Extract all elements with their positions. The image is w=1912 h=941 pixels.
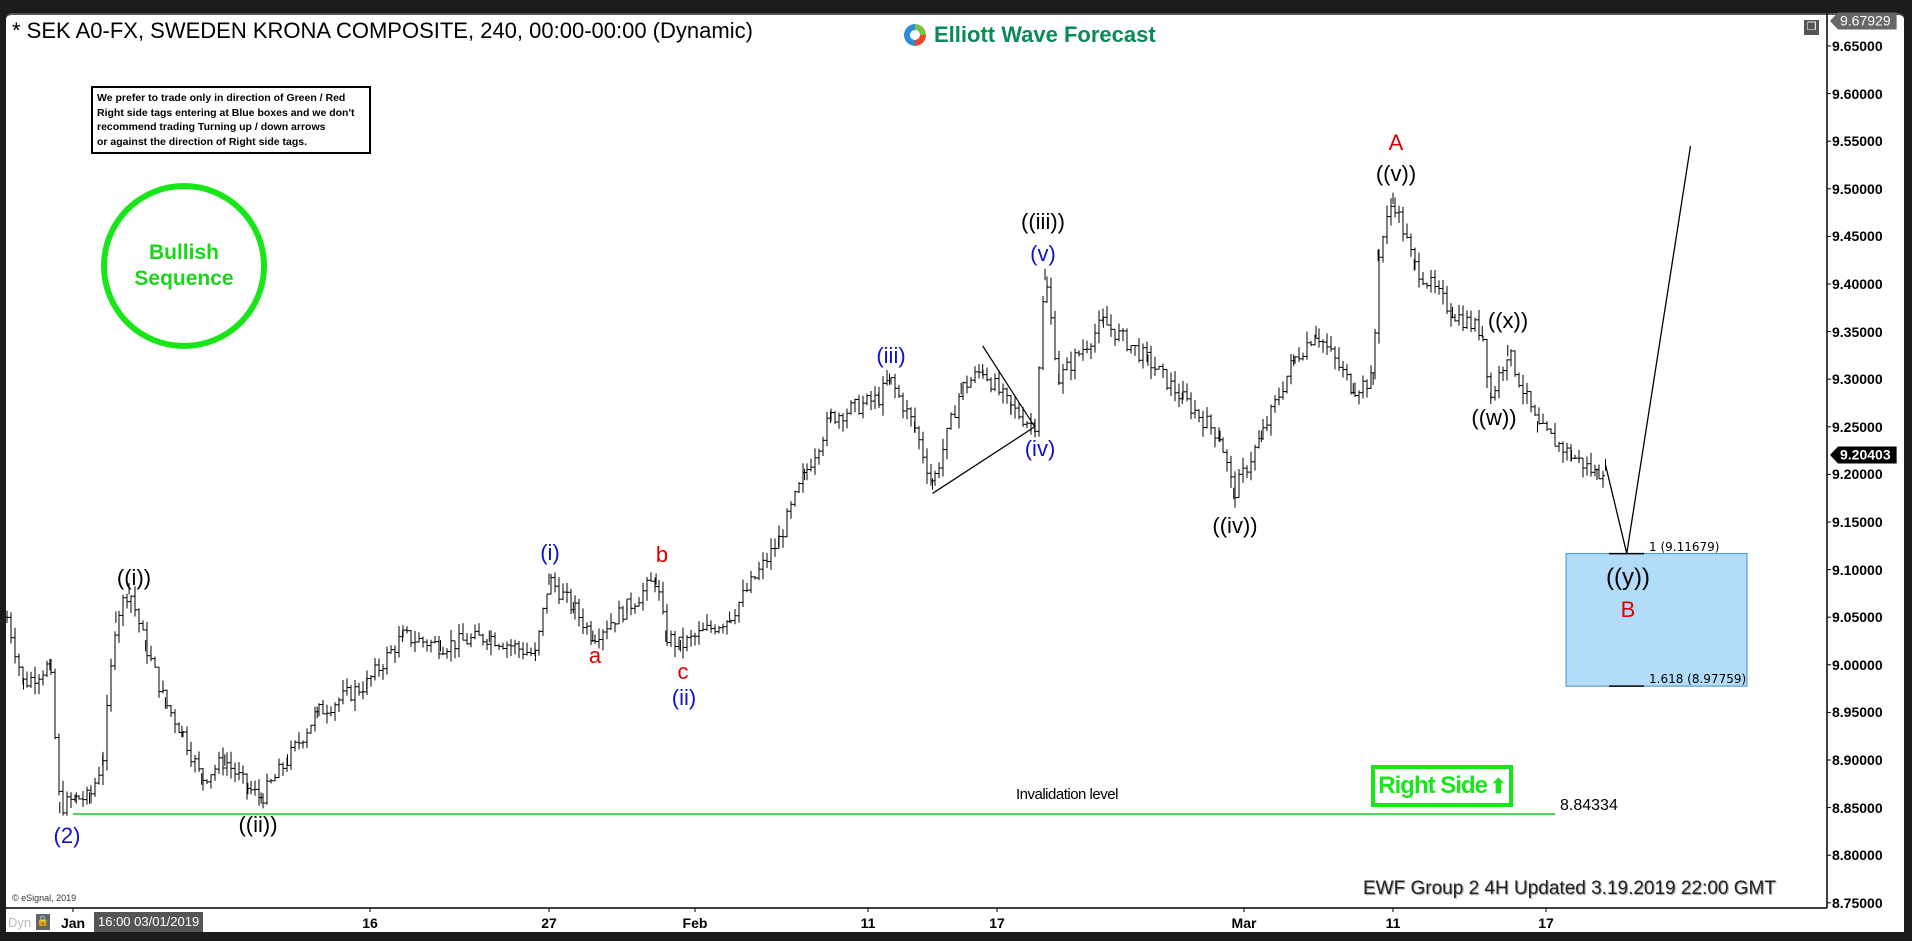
- price-tick-label: 8.85000: [1832, 799, 1883, 816]
- wave-label: ((iv)): [1212, 513, 1258, 538]
- wave-label: (iii): [876, 343, 906, 368]
- date-tick-label: 16: [362, 915, 378, 931]
- price-tick-label: 9.40000: [1832, 276, 1883, 292]
- price-tick-label: 8.95000: [1832, 704, 1883, 721]
- arrow-up-icon: ⬆: [1489, 775, 1507, 798]
- wave-label: ((v)): [1375, 161, 1417, 186]
- copyright: © eSignal, 2019: [12, 893, 77, 903]
- wave-label: ((y)): [1606, 564, 1650, 591]
- right-border: [1904, 13, 1912, 941]
- wave-label: (ii): [671, 685, 697, 710]
- invalidation-label: Invalidation level: [1016, 786, 1118, 803]
- triangle-lower-line: [932, 426, 1036, 494]
- date-tick-label: 17: [1538, 915, 1554, 931]
- price-tick-label: 9.00000: [1832, 656, 1883, 673]
- price-tick-label: 9.20000: [1832, 466, 1883, 483]
- wave-label: b: [655, 542, 669, 567]
- price-tick-label: 9.55000: [1832, 133, 1883, 150]
- target-blue-box: [1565, 553, 1748, 687]
- wave-label: ((i)): [116, 565, 152, 590]
- wave-label: (2): [53, 823, 81, 848]
- price-tick-label: 9.45000: [1832, 228, 1883, 245]
- price-tick-label: 9.25000: [1832, 418, 1883, 435]
- bottom-border: [0, 932, 1912, 941]
- price-tick-label: 9.65000: [1832, 38, 1883, 54]
- disclaimer-box: We prefer to trade only in direction of …: [91, 86, 371, 154]
- badge-line: Sequence: [134, 267, 234, 290]
- triangle-upper-line: [982, 345, 1036, 428]
- fib-top-label: 1 (9.11679): [1649, 540, 1720, 554]
- logo-icon: [904, 24, 926, 46]
- date-tick-label: 17: [989, 915, 1005, 931]
- wave-label: (iv): [1024, 436, 1056, 461]
- date-tick-label: Mar: [1231, 915, 1257, 931]
- price-tick-label: 9.35000: [1832, 323, 1883, 340]
- update-footer: EWF Group 2 4H Updated 3.19.2019 22:00 G…: [1363, 878, 1776, 899]
- wave-label: (i): [540, 540, 560, 565]
- invalidation-value: 8.84334: [1560, 797, 1618, 814]
- top-price-tag: 9.67929: [1830, 12, 1897, 30]
- wave-label: c: [677, 659, 689, 684]
- price-tick-label: 8.90000: [1832, 752, 1883, 768]
- right-side-label: Right Side: [1378, 772, 1488, 799]
- disclaimer-line: recommend trading Turning up / down arro…: [97, 121, 326, 133]
- wave-label: ((ii)): [238, 812, 278, 837]
- price-tick-label: 9.30000: [1832, 371, 1883, 388]
- date-tick-label: Jan: [60, 915, 86, 931]
- price-tick-label: 9.10000: [1832, 561, 1883, 578]
- bullish-sequence-badge: Bullish Sequence: [101, 183, 267, 349]
- fib-bottom-label: 1.618 (8.97759): [1649, 672, 1747, 686]
- right-side-tag: Right Side ⬆: [1371, 765, 1513, 807]
- cursor-time-readout: 16:00 03/01/2019: [94, 912, 204, 932]
- wave-label: A: [1388, 130, 1404, 155]
- dyn-mode-label[interactable]: Dyn: [8, 915, 32, 930]
- wave-label: (v): [1030, 241, 1056, 266]
- price-tick-label: 9.60000: [1832, 85, 1883, 102]
- last-price-tag: 9.20403: [1830, 446, 1897, 464]
- disclaimer-line: or against the direction of Right side t…: [97, 135, 308, 148]
- lock-icon[interactable]: 🔒: [36, 914, 50, 930]
- badge-line: Bullish: [148, 241, 219, 264]
- price-tick-label: 9.50000: [1832, 180, 1883, 197]
- price-tick-label: 8.75000: [1832, 894, 1883, 911]
- disclaimer-line: We prefer to trade only in direction of …: [97, 92, 346, 104]
- date-tick-label: 11: [860, 915, 876, 931]
- chart-panel: [6, 13, 1904, 935]
- wave-label: B: [1620, 597, 1636, 622]
- date-tick-label: 27: [541, 915, 557, 931]
- wave-label: ((iii)): [1021, 209, 1065, 234]
- disclaimer-line: Right side tags entering at Blue boxes a…: [97, 106, 355, 119]
- wave-label: ((x)): [1487, 308, 1529, 333]
- date-tick-label: 11: [1385, 915, 1401, 931]
- chart-title: * SEK A0-FX, SWEDEN KRONA COMPOSITE, 240…: [12, 18, 753, 43]
- projection-path: [1604, 145, 1692, 554]
- logo: Elliott Wave Forecast: [902, 22, 1156, 48]
- wave-label: ((w)): [1471, 405, 1517, 430]
- price-tick-label: 8.80000: [1832, 847, 1883, 864]
- wave-label: a: [588, 643, 602, 668]
- restore-window-icon[interactable]: ❐: [1804, 20, 1819, 35]
- price-tick-label: 9.05000: [1832, 609, 1883, 626]
- logo-text: Elliott Wave Forecast: [934, 22, 1156, 47]
- date-tick-label: Feb: [682, 915, 708, 931]
- price-tick-label: 9.15000: [1832, 514, 1883, 530]
